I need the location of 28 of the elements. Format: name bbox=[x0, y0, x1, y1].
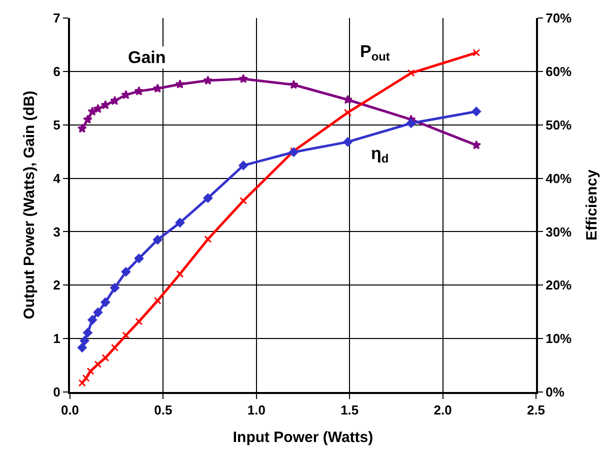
x-axis-title: Input Power (Watts) bbox=[232, 429, 374, 446]
x-tick-label: 1.0 bbox=[247, 402, 266, 418]
x-tick-label: 0.0 bbox=[60, 402, 80, 418]
y2-axis-title: Efficiency bbox=[584, 168, 601, 240]
y-tick-label: 0 bbox=[53, 384, 60, 400]
y-tick-label: 7 bbox=[53, 10, 60, 26]
y-tick-label: 3 bbox=[53, 224, 60, 240]
y-tick-label: 6 bbox=[53, 64, 60, 79]
y2-tick-label: 30% bbox=[546, 224, 572, 240]
annotation: P$_{out}$ bbox=[360, 42, 390, 64]
y2-tick-label: 70% bbox=[546, 10, 572, 26]
y2-tick-label: 60% bbox=[546, 64, 572, 79]
y-tick-label: 1 bbox=[53, 331, 60, 346]
y-tick-label: 5 bbox=[53, 117, 60, 132]
x-tick-label: 1.5 bbox=[340, 402, 359, 418]
y2-tick-label: 40% bbox=[546, 170, 572, 186]
annotation: Gain bbox=[128, 48, 166, 67]
y2-tick-label: 20% bbox=[546, 278, 572, 293]
y2-tick-label: 0% bbox=[546, 384, 565, 400]
annotation: η$_{d}$ bbox=[371, 144, 389, 166]
y-axis-title: Output Power (Watts), Gain (dB) bbox=[20, 90, 38, 320]
x-tick-label: 0.5 bbox=[154, 402, 172, 418]
y2-tick-label: 50% bbox=[546, 117, 572, 132]
x-tick-label: 2.5 bbox=[526, 402, 546, 418]
y-tick-label: 2 bbox=[53, 278, 60, 293]
y2-tick-label: 10% bbox=[546, 331, 572, 346]
x-tick-label: 2.0 bbox=[434, 402, 452, 418]
y-tick-label: 4 bbox=[53, 170, 62, 186]
